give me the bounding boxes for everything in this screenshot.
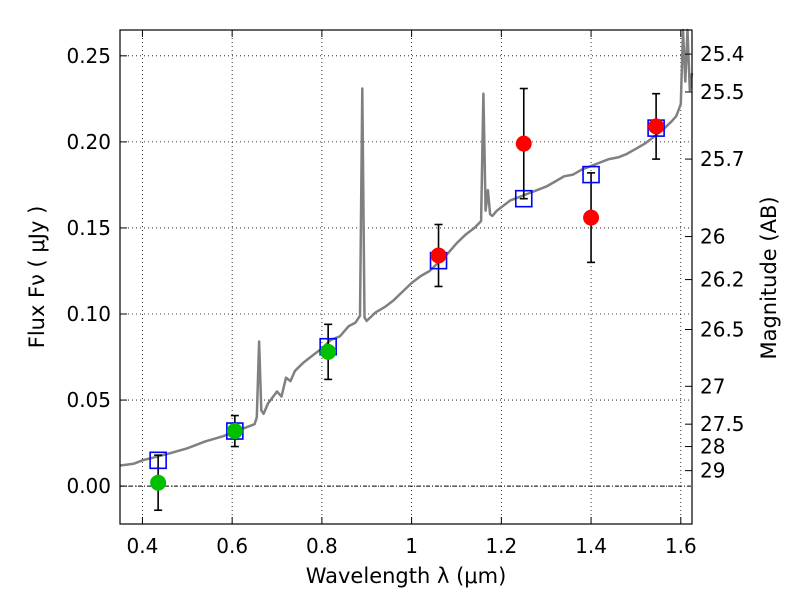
plot-frame [119, 29, 693, 525]
nir-point [648, 118, 665, 135]
right-tick-label: 26.2 [700, 268, 745, 292]
x-tick-label: 0.6 [216, 534, 248, 558]
x-tick-label: 1.2 [485, 534, 517, 558]
right-tick-label: 28 [700, 435, 725, 459]
x-axis-label: Wavelength λ (μm) [306, 564, 507, 588]
model-point [514, 189, 533, 208]
observed-photometry-series [150, 118, 665, 491]
axis-ticks [120, 30, 692, 524]
right-tick-label: 26 [700, 225, 725, 249]
optical-point [226, 423, 243, 440]
spectrum-line [119, 28, 694, 467]
right-tick-label: 25.7 [700, 147, 745, 171]
x-tick-label: 0.4 [127, 534, 159, 558]
x-tick-label: 0.8 [306, 534, 338, 558]
y-tick-label: 0.15 [66, 216, 111, 240]
optical-point [320, 343, 337, 360]
x-tick-label: 1.6 [665, 534, 697, 558]
model-point [149, 451, 167, 470]
y-axis-label: Flux Fν ( μJy ) [25, 206, 49, 349]
right-tick-label: 25.5 [700, 80, 745, 104]
right-tick-label: 25.4 [700, 42, 745, 66]
plot-background [120, 30, 692, 524]
y-tick-label: 0.00 [66, 474, 111, 498]
right-tick-label: 29 [700, 459, 725, 483]
model-point [582, 165, 600, 184]
right-tick-label: 27 [700, 374, 725, 398]
y-tick-label: 0.05 [66, 388, 111, 412]
right-axis-label: Magnitude (AB) [757, 196, 781, 359]
nir-point [583, 209, 600, 226]
optical-point [150, 474, 167, 491]
x-tick-label: 1 [405, 534, 418, 558]
nir-point [430, 247, 447, 264]
spectrum-series [119, 28, 694, 467]
x-tick-labels: 0.4 0.6 0.8 1 1.2 1.4 1.6 [127, 534, 697, 558]
right-tick-label: 27.5 [700, 412, 745, 436]
y-tick-labels: 0.00 0.05 0.10 0.15 0.20 0.25 [66, 44, 111, 498]
nir-point [515, 135, 532, 152]
y-tick-label: 0.25 [66, 44, 111, 68]
grid [120, 30, 692, 524]
x-tick-label: 1.4 [575, 534, 607, 558]
y-tick-label: 0.20 [66, 130, 111, 154]
y-tick-label: 0.10 [66, 302, 111, 326]
right-tick-label: 26.5 [700, 317, 745, 341]
